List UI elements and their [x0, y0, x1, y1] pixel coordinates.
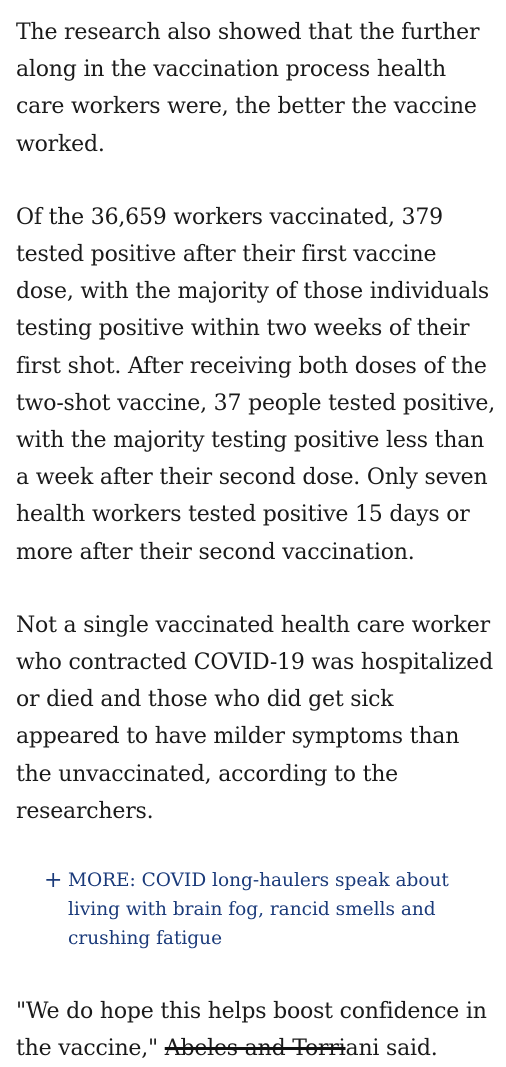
related-article-link[interactable]: + MORE: COVID long-haulers speak about l… [44, 866, 500, 953]
paragraph-quote: "We do hope this helps boost confidence … [16, 993, 500, 1067]
paragraph-research-findings: The research also showed that the furthe… [16, 20, 480, 157]
related-article-link-text[interactable]: MORE: COVID long-haulers speak about liv… [68, 870, 449, 950]
plus-icon: + [44, 868, 63, 894]
quote-text-end: ani said. [345, 1036, 438, 1062]
article-body: The research also showed that the furthe… [16, 14, 500, 1067]
struck-through-names: Abeles and Torri [164, 1036, 346, 1062]
paragraph-no-hospitalizations: Not a single vaccinated health care work… [16, 612, 494, 824]
paragraph-vaccination-statistics: Of the 36,659 workers vaccinated, 379 te… [16, 204, 496, 565]
